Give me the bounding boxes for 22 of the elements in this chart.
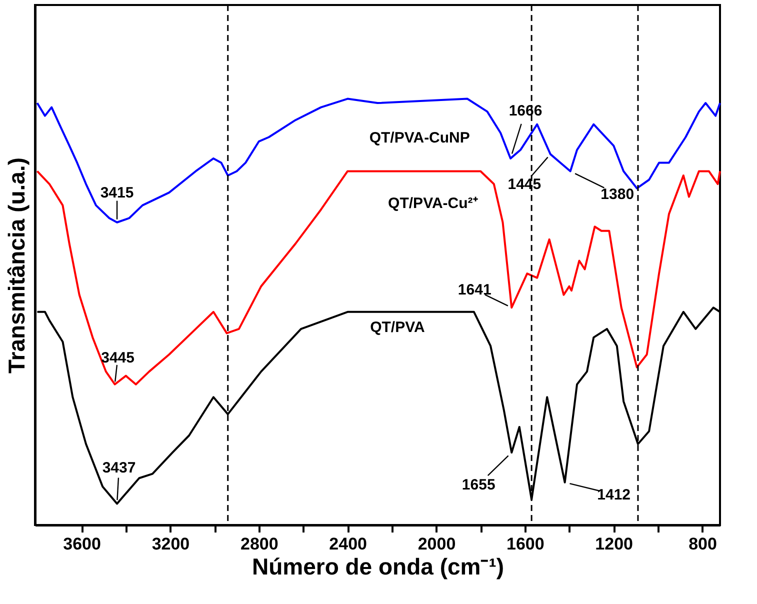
- x-tick-label: 3200: [152, 534, 190, 554]
- x-axis-title: Número de onda (cm⁻¹): [252, 554, 504, 580]
- x-tick-label: 2000: [418, 534, 456, 554]
- annotation: 3445: [101, 349, 134, 366]
- annotation: 1445: [508, 176, 542, 194]
- series-label: QT/PVA-Cu²⁺: [388, 195, 478, 212]
- x-tick-label: 2400: [329, 534, 367, 554]
- x-tick-label: 1200: [595, 534, 634, 554]
- annotation: 1412: [597, 486, 631, 504]
- annotation: 3415: [100, 184, 134, 202]
- x-tick-label: 1600: [506, 534, 544, 554]
- x-tick-label: 800: [688, 534, 717, 554]
- series-label: QT/PVA: [370, 318, 425, 336]
- annotation: 1655: [462, 476, 496, 494]
- annotation: 1380: [600, 186, 634, 204]
- annotation: 3437: [102, 460, 136, 477]
- annotation: 1666: [508, 102, 542, 120]
- x-tick-label: 3600: [63, 534, 101, 554]
- x-tick-label: 2800: [240, 534, 278, 554]
- annotation: 1641: [458, 282, 492, 299]
- y-axis-title: Transmitância (u.a.): [4, 157, 30, 374]
- series-label: QT/PVA-CuNP: [369, 129, 470, 146]
